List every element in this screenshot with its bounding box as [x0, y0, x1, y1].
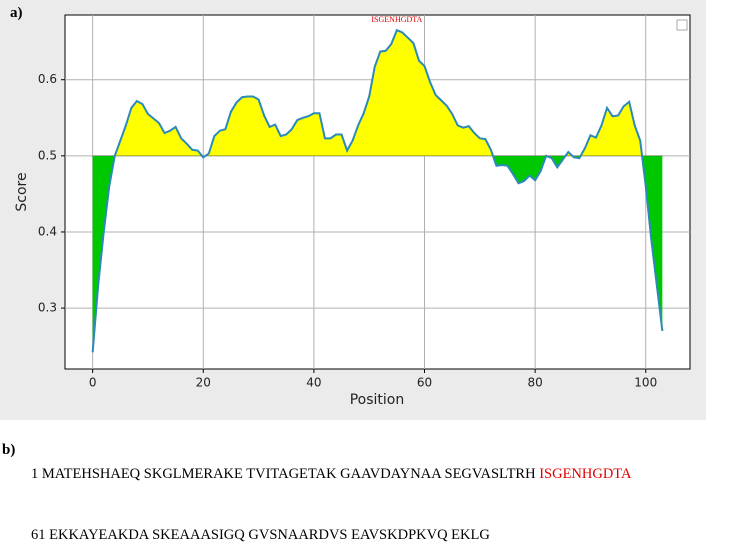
y-axis-label: Score: [14, 172, 30, 211]
residue-number: 61: [31, 527, 46, 543]
residue-group: EKLG: [451, 527, 490, 543]
residue-group: TVITAGETAK: [246, 466, 337, 482]
sequence-line: 61 EKKAYEAKDA SKEAAASIGQ GVSNAARDVS EAVS…: [31, 527, 490, 544]
residue-group: MATEHSHAEQ: [41, 466, 141, 482]
residue-group: SKEAAASIGQ: [152, 527, 245, 543]
sequence-line: 1 MATEHSHAEQ SKGLMERAKE TVITAGETAK GAAVD…: [31, 466, 631, 483]
y-tick-label: 0.5: [38, 148, 57, 162]
legend-box: [676, 19, 688, 31]
residue-group: SEGVASLTRH: [444, 466, 536, 482]
x-tick-label: 20: [196, 376, 211, 390]
x-tick-label: 0: [89, 376, 97, 390]
residue-group: ISGENHGDTA: [539, 466, 632, 482]
x-tick-label: 40: [306, 376, 321, 390]
x-axis-label: Position: [350, 392, 405, 408]
residue-group: SKGLMERAKE: [143, 466, 243, 482]
residue-number: 1: [31, 466, 39, 482]
residue-group: GAAVDAYNAA: [340, 466, 441, 482]
x-tick-label: 60: [417, 376, 432, 390]
panel-label: b): [2, 442, 16, 458]
y-tick-label: 0.3: [38, 301, 57, 315]
y-tick-label: 0.4: [38, 224, 57, 238]
residue-group: EKKAYEAKDA: [49, 527, 149, 543]
residue-group: GVSNAARDVS: [248, 527, 348, 543]
chart: Position Score 0.3 0.4 0.5 0.6 0 20 40 60 80 100 I…: [0, 0, 706, 420]
x-tick-label: 100: [634, 376, 657, 390]
area-above: [114, 30, 643, 156]
line: [91, 28, 664, 353]
x-tick-label: 80: [527, 376, 542, 390]
panel-label: a): [10, 5, 23, 21]
y-tick-label: 0.6: [38, 72, 57, 86]
annotation: ISGENHGDTA: [371, 15, 422, 24]
residue-group: EAVSKDPKVQ: [351, 527, 448, 543]
